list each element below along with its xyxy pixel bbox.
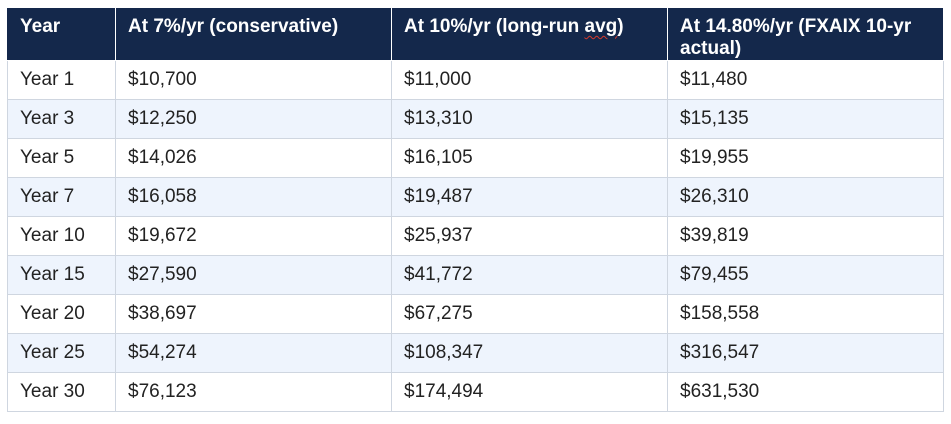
cell-rate-7: $12,250 (115, 99, 392, 139)
cell-rate-10: $11,000 (391, 60, 668, 100)
table-row: Year 20 $38,697 $67,275 $158,558 (7, 294, 944, 334)
cell-rate-14-80: $15,135 (667, 99, 944, 139)
cell-rate-14-80: $316,547 (667, 333, 944, 373)
table-row: Year 3 $12,250 $13,310 $15,135 (7, 99, 944, 139)
table-header: Year At 7%/yr (conservative) At 10%/yr (… (7, 7, 944, 61)
cell-year: Year 7 (7, 177, 116, 217)
table-row: Year 1 $10,700 $11,000 $11,480 (7, 60, 944, 100)
cell-rate-10: $13,310 (391, 99, 668, 139)
cell-rate-7: $16,058 (115, 177, 392, 217)
cell-rate-7: $19,672 (115, 216, 392, 256)
cell-rate-7: $10,700 (115, 60, 392, 100)
table-row: Year 7 $16,058 $19,487 $26,310 (7, 177, 944, 217)
table-row: Year 15 $27,590 $41,772 $79,455 (7, 255, 944, 295)
cell-year: Year 15 (7, 255, 116, 295)
header-rate-7: At 7%/yr (conservative) (115, 7, 392, 61)
cell-rate-10: $174,494 (391, 372, 668, 412)
cell-rate-14-80: $11,480 (667, 60, 944, 100)
cell-rate-10: $25,937 (391, 216, 668, 256)
cell-year: Year 25 (7, 333, 116, 373)
cell-rate-7: $38,697 (115, 294, 392, 334)
table-row: Year 25 $54,274 $108,347 $316,547 (7, 333, 944, 373)
cell-rate-10: $16,105 (391, 138, 668, 178)
cell-rate-7: $27,590 (115, 255, 392, 295)
cell-rate-10: $41,772 (391, 255, 668, 295)
table-body: Year 1 $10,700 $11,000 $11,480 Year 3 $12,250… (7, 60, 944, 412)
cell-year: Year 3 (7, 99, 116, 139)
cell-year: Year 10 (7, 216, 116, 256)
cell-rate-14-80: $19,955 (667, 138, 944, 178)
cell-rate-14-80: $79,455 (667, 255, 944, 295)
header-rate-10-text: At 10%/yr (long-run avg) (404, 16, 624, 37)
cell-rate-14-80: $26,310 (667, 177, 944, 217)
header-year: Year (7, 7, 116, 61)
table-row: Year 10 $19,672 $25,937 $39,819 (7, 216, 944, 256)
cell-rate-10: $19,487 (391, 177, 668, 217)
cell-year: Year 30 (7, 372, 116, 412)
cell-rate-14-80: $158,558 (667, 294, 944, 334)
cell-rate-14-80: $631,530 (667, 372, 944, 412)
cell-rate-10: $67,275 (391, 294, 668, 334)
cell-rate-14-80: $39,819 (667, 216, 944, 256)
table-row: Year 30 $76,123 $174,494 $631,530 (7, 372, 944, 412)
cell-year: Year 1 (7, 60, 116, 100)
cell-rate-10: $108,347 (391, 333, 668, 373)
cell-year: Year 5 (7, 138, 116, 178)
cell-rate-7: $54,274 (115, 333, 392, 373)
header-rate-14-80: At 14.80%/yr (FXAIX 10-yr actual) (667, 7, 944, 61)
table-row: Year 5 $14,026 $16,105 $19,955 (7, 138, 944, 178)
header-rate-10: At 10%/yr (long-run avg) (391, 7, 668, 61)
cell-rate-7: $14,026 (115, 138, 392, 178)
header-row: Year At 7%/yr (conservative) At 10%/yr (… (7, 7, 944, 61)
growth-projection-table-container: Year At 7%/yr (conservative) At 10%/yr (… (7, 7, 944, 412)
growth-projection-table: Year At 7%/yr (conservative) At 10%/yr (… (7, 7, 944, 412)
cell-rate-7: $76,123 (115, 372, 392, 412)
cell-year: Year 20 (7, 294, 116, 334)
